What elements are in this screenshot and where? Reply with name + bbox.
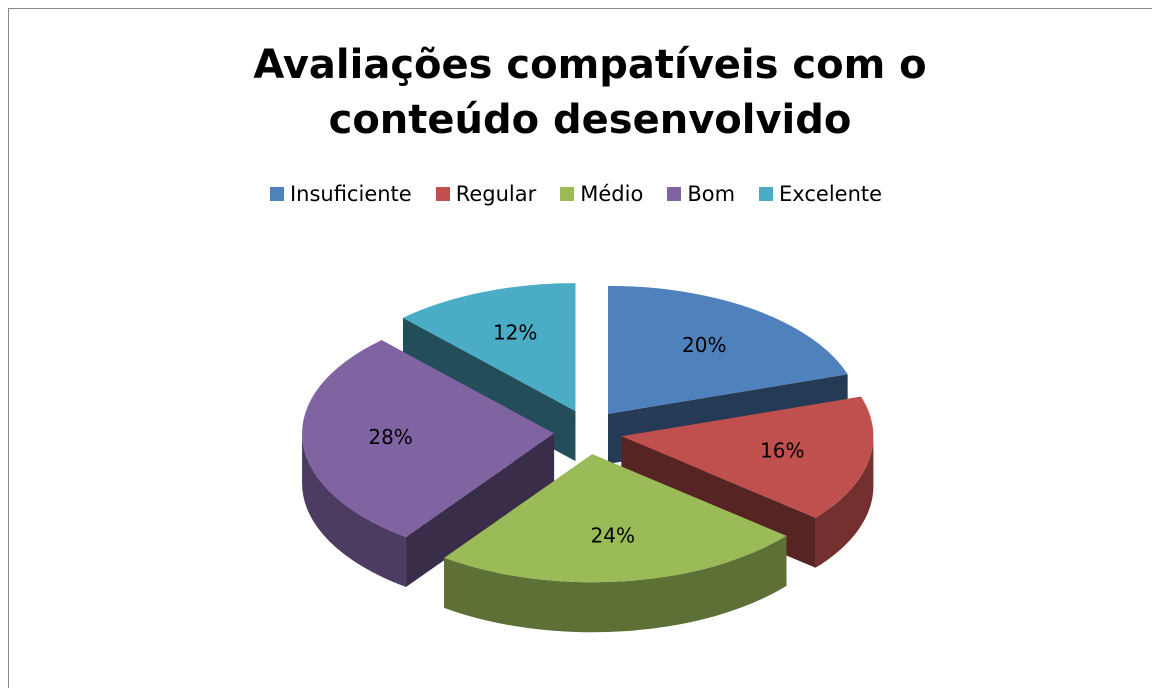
- legend-label: Excelente: [779, 182, 883, 206]
- data-label: 16%: [760, 438, 804, 462]
- legend-swatch: [667, 187, 682, 201]
- slice-top: [607, 285, 848, 414]
- slice: [302, 340, 555, 587]
- data-label: 24%: [591, 523, 635, 547]
- data-label: 28%: [368, 425, 412, 449]
- data-label: 20%: [682, 333, 726, 357]
- slice-top: [402, 283, 576, 412]
- legend-item: Regular: [435, 182, 537, 206]
- legend-label: Insuficiente: [289, 182, 412, 206]
- data-label: 12%: [493, 320, 537, 344]
- legend-swatch: [269, 187, 284, 201]
- chart-frame: [8, 8, 1152, 688]
- slice-top: [302, 340, 555, 537]
- slice: [444, 454, 787, 633]
- legend-item: Insuficiente: [269, 182, 412, 206]
- legend-label: Bom: [687, 182, 736, 206]
- chart-title: Avaliações compatíveis com o conteúdo de…: [253, 42, 927, 143]
- slice-top: [444, 454, 787, 583]
- legend-item: Bom: [667, 182, 735, 206]
- legend-item: Excelente: [759, 182, 882, 206]
- legend-label: Médio: [580, 182, 644, 206]
- slice-wall: [815, 436, 874, 568]
- slice-wall: [444, 535, 787, 633]
- legend: Insuficiente Regular Médio Bom Excelente: [0, 182, 1152, 206]
- slice-top: [621, 396, 874, 518]
- slice-wall: [302, 433, 406, 587]
- legend-item: Médio: [560, 182, 643, 206]
- legend-swatch: [435, 187, 450, 201]
- legend-label: Regular: [455, 182, 537, 206]
- legend-swatch: [759, 187, 774, 201]
- legend-swatch: [560, 187, 575, 201]
- slice-side: [405, 433, 555, 587]
